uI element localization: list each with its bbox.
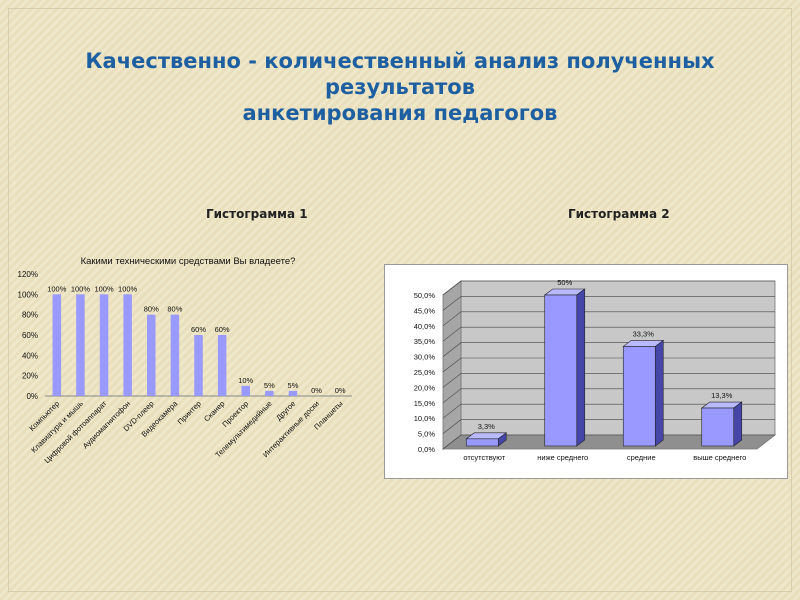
- y-tick-label: 60%: [22, 331, 38, 340]
- slide-border: [8, 8, 792, 592]
- y-tick-label: 40,0%: [414, 322, 436, 331]
- data-label: 13,3%: [711, 391, 733, 400]
- bar: [465, 438, 499, 447]
- y-tick-label: 20,0%: [414, 383, 436, 392]
- category-label: Принтер: [176, 399, 203, 426]
- data-label: 80%: [167, 305, 182, 314]
- title-line-2: результатов: [324, 75, 476, 99]
- category-label: отсутствуют: [463, 453, 505, 462]
- gridline: [442, 388, 775, 404]
- data-label: 5%: [264, 381, 275, 390]
- histogram-2-chart: 0,0% 5,0% 10,0% 15,0% 20,0% 25,0% 30,0% 35,0% 40…: [414, 278, 777, 462]
- gridline: [442, 403, 775, 419]
- chart1-title: Какими техническими средствами Вы владее…: [81, 256, 296, 267]
- gridline: [442, 296, 775, 311]
- bar-side: [733, 401, 743, 447]
- data-label: 100%: [118, 284, 138, 293]
- data-label: 100%: [94, 284, 114, 293]
- bar: [76, 294, 85, 396]
- y-tick-label: 5,0%: [418, 430, 435, 439]
- histogram-2-frame: 0,0% 5,0% 10,0% 15,0% 20,0% 25,0% 30,0% 35,0% 40…: [384, 264, 788, 479]
- y-tick-label: 50,0%: [414, 291, 436, 300]
- data-label: 100%: [71, 284, 91, 293]
- data-label: 60%: [191, 325, 206, 334]
- gridline: [442, 342, 775, 357]
- bar: [241, 385, 250, 396]
- slide-title: Качественно - количественный анализ полу…: [60, 48, 740, 126]
- bar: [170, 314, 180, 396]
- title-line-1: Качественно - количественный анализ полу…: [85, 49, 715, 73]
- gridline: [442, 311, 775, 327]
- bar: [52, 294, 62, 396]
- y-tick-label: 0%: [26, 392, 38, 401]
- data-label: 50%: [557, 278, 572, 287]
- data-label: 0%: [311, 386, 322, 395]
- bar-side: [576, 288, 586, 447]
- histogram-2-label: Гистограмма 2: [568, 207, 670, 221]
- data-label: 10%: [238, 376, 253, 385]
- data-label: 33,3%: [633, 329, 655, 338]
- bar: [622, 346, 656, 447]
- bar: [147, 314, 156, 396]
- data-label: 100%: [47, 284, 67, 293]
- gridline: [442, 419, 775, 434]
- data-label: 80%: [144, 305, 159, 314]
- data-label: 0%: [335, 386, 346, 395]
- bar: [288, 390, 298, 396]
- data-label: 5%: [288, 381, 299, 390]
- bar: [217, 335, 227, 396]
- category-label: ниже среднего: [537, 453, 588, 462]
- gridline: [442, 357, 775, 373]
- category-label: выше среднего: [693, 453, 746, 462]
- bar: [123, 294, 132, 396]
- y-tick-label: 35,0%: [414, 337, 436, 346]
- bar: [99, 294, 109, 396]
- bar: [544, 294, 578, 447]
- gridline: [442, 326, 775, 342]
- y-tick-label: 80%: [22, 311, 38, 320]
- bar: [265, 390, 274, 396]
- y-tick-label: 15,0%: [414, 399, 436, 408]
- histogram-1-chart: Какими техническими средствами Вы владее…: [18, 256, 352, 465]
- bar: [194, 335, 203, 396]
- y-tick-label: 0,0%: [418, 445, 435, 454]
- y-tick-label: 30,0%: [414, 353, 436, 362]
- y-tick-label: 45,0%: [414, 306, 436, 315]
- histogram-1-label: Гистограмма 1: [206, 207, 308, 221]
- y-tick-label: 120%: [18, 270, 38, 279]
- y-tick-label: 100%: [18, 290, 38, 299]
- data-label: 3,3%: [478, 422, 495, 431]
- data-label: 60%: [215, 325, 230, 334]
- y-tick-label: 20%: [22, 372, 38, 381]
- bar: [701, 407, 735, 447]
- gridline: [442, 434, 775, 450]
- bar-side: [654, 339, 664, 447]
- gridline: [442, 280, 775, 296]
- y-tick-label: 40%: [22, 351, 38, 360]
- title-line-3: анкетирования педагогов: [242, 101, 558, 125]
- category-label: средние: [627, 453, 656, 462]
- gridline: [442, 373, 775, 388]
- y-tick-label: 25,0%: [414, 368, 436, 377]
- y-tick-label: 10,0%: [414, 414, 436, 423]
